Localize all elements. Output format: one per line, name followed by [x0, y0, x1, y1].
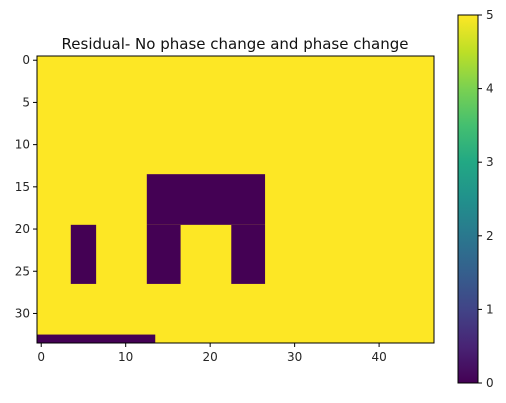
colorbar-tick-label: 2 — [486, 229, 494, 243]
colorbar-tick-label: 5 — [486, 8, 494, 22]
y-tick-label: 10 — [15, 138, 30, 152]
x-tick-label: 20 — [203, 350, 218, 364]
x-tick-label: 40 — [371, 350, 386, 364]
colorbar-axis: 0 1 2 3 4 5 — [478, 8, 494, 390]
heatmap-zero-region-5 — [37, 334, 156, 343]
y-tick-label: 30 — [15, 306, 30, 320]
colorbar-tick-label: 0 — [486, 376, 494, 390]
chart-title: Residual- No phase change and phase chan… — [62, 35, 409, 53]
y-tick-label: 15 — [15, 180, 30, 194]
x-tick-label: 0 — [37, 350, 45, 364]
heatmap-zero-region-1 — [146, 174, 266, 225]
colorbar-tick-label: 1 — [486, 302, 494, 316]
y-axis: 0 5 10 15 20 25 30 — [15, 53, 37, 320]
heatmap-zero-region-3 — [231, 224, 266, 284]
x-tick-label: 30 — [287, 350, 302, 364]
y-tick-label: 25 — [15, 264, 30, 278]
y-tick-label: 5 — [22, 95, 30, 109]
heatmap-zero-region-2 — [146, 224, 181, 284]
colorbar-tick-label: 4 — [486, 82, 494, 96]
x-axis: 0 10 20 30 40 — [37, 343, 387, 364]
heatmap-cells — [37, 56, 434, 343]
plot-frame — [36, 55, 435, 344]
y-tick-label: 0 — [22, 53, 30, 67]
x-tick-label: 10 — [118, 350, 133, 364]
y-tick-label: 20 — [15, 222, 30, 236]
heatmap-zero-region-4 — [70, 224, 97, 284]
colorbar — [457, 14, 479, 384]
colorbar-tick-label: 3 — [486, 155, 494, 169]
